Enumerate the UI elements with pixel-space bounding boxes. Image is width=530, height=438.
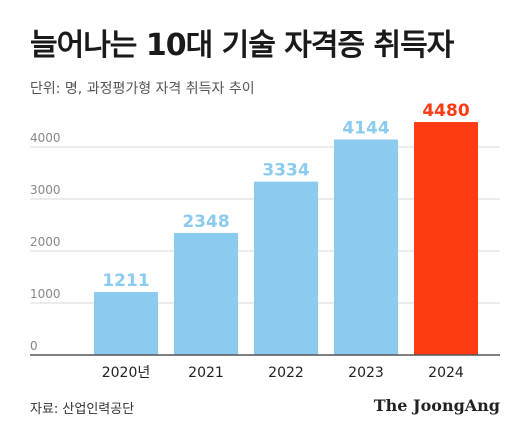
y-tick-label: 3000 [30, 183, 61, 197]
x-tick-label: 2020년 [102, 365, 151, 381]
bar-2022 [254, 181, 318, 355]
chart-subtitle: 단위: 명, 과정평가형 자격 취득자 추이 [30, 81, 255, 97]
chart-title: 늘어나는 10대 기술 자격증 취득자 [30, 28, 454, 63]
x-tick-label: 2024 [428, 365, 464, 381]
bar-2023 [334, 139, 398, 355]
x-tick-label: 2021 [188, 365, 224, 381]
y-axis: 0 1000 2000 3000 4000 [30, 131, 61, 353]
x-axis: 2020년 2021 2022 2023 2024 [30, 354, 500, 381]
publisher-logo: The JoongAng [373, 396, 500, 415]
bars [94, 122, 478, 355]
source-note: 자료: 산업인력공단 [30, 402, 135, 417]
y-tick-label: 0 [30, 339, 38, 353]
value-label: 2348 [182, 212, 229, 232]
value-label: 4144 [342, 119, 389, 139]
y-tick-label: 2000 [30, 235, 61, 249]
bar-2024 [414, 122, 478, 355]
bar-2020년 [94, 292, 158, 355]
bar-2021 [174, 232, 238, 355]
y-tick-label: 4000 [30, 131, 61, 145]
y-tick-label: 1000 [30, 287, 61, 301]
x-tick-label: 2022 [268, 365, 304, 381]
value-label: 1211 [102, 271, 149, 291]
value-label: 4480 [422, 101, 469, 121]
x-tick-label: 2023 [348, 365, 384, 381]
value-label: 3334 [262, 161, 309, 181]
value-labels: 1211 2348 3334 4144 4480 [102, 101, 469, 291]
